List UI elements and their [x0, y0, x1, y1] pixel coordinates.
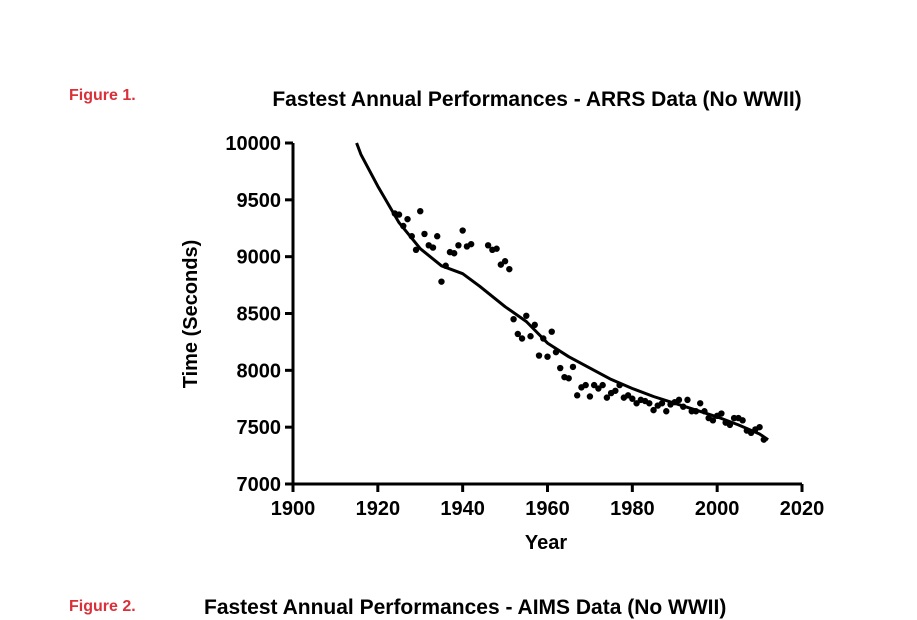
- data-point: [663, 408, 670, 415]
- data-point: [603, 394, 611, 401]
- data-point: [658, 400, 666, 407]
- data-point: [450, 250, 458, 257]
- y-tick-label: 8000: [237, 360, 282, 382]
- data-point: [756, 423, 763, 431]
- data-point: [557, 364, 564, 372]
- data-point: [467, 240, 475, 248]
- fit-curve: [355, 142, 769, 441]
- axes: 7000 7500 8000 8500 9000 9500 10000 1900 1920 194…: [225, 133, 824, 520]
- data-point: [493, 245, 500, 252]
- y-tick-label: 7000: [237, 474, 282, 496]
- data-point: [412, 246, 420, 254]
- data-point: [395, 211, 403, 218]
- x-tick-label: 1900: [271, 498, 316, 520]
- x-tick-label: 1940: [440, 498, 485, 520]
- data-point: [697, 400, 704, 407]
- data-point: [417, 208, 424, 215]
- data-point: [523, 312, 530, 319]
- data-point: [535, 352, 543, 359]
- data-point: [518, 335, 526, 342]
- data-point: [590, 381, 598, 389]
- data-point: [675, 396, 683, 404]
- y-tick-label: 9000: [237, 247, 282, 269]
- y-tick-label: 7500: [237, 417, 282, 439]
- data-point: [582, 381, 589, 389]
- data-point: [569, 363, 577, 371]
- x-tick-label: 1960: [525, 498, 570, 520]
- data-point: [709, 417, 717, 424]
- data-point: [646, 400, 653, 407]
- data-point: [595, 385, 602, 392]
- x-tick-label: 2000: [695, 498, 740, 520]
- figure-label: Figure 1.: [69, 87, 136, 104]
- data-point: [438, 278, 445, 285]
- data-point: [586, 393, 594, 400]
- y-axis-label: Time (Seconds): [180, 240, 202, 389]
- data-point: [429, 244, 437, 251]
- data-point: [484, 242, 492, 249]
- data-point: [650, 406, 657, 414]
- data-point: [434, 233, 441, 240]
- chart-title: Fastest Annual Performances - ARRS Data …: [272, 88, 801, 111]
- data-point: [404, 215, 411, 223]
- y-tick-label: 10000: [225, 133, 281, 155]
- x-axis-label: Year: [525, 532, 567, 554]
- data-point: [527, 333, 534, 340]
- data-point: [739, 417, 746, 424]
- data-point: [514, 330, 522, 338]
- y-tick-label: 9500: [237, 190, 282, 212]
- data-point: [506, 265, 513, 273]
- data-point: [544, 353, 551, 360]
- data-point: [421, 230, 428, 238]
- figure-2-label: Figure 2.: [69, 598, 136, 615]
- data-point: [573, 392, 581, 399]
- plot-area: [355, 142, 769, 443]
- data-point: [497, 261, 505, 268]
- x-tick-label: 1920: [356, 498, 401, 520]
- data-point: [599, 381, 606, 389]
- data-point: [624, 392, 632, 399]
- x-tick-label: 2020: [780, 498, 825, 520]
- data-point: [548, 328, 555, 335]
- y-tick-label: 8500: [237, 304, 282, 326]
- data-point: [612, 387, 619, 394]
- data-point: [633, 400, 640, 407]
- x-tick-label: 1980: [610, 498, 655, 520]
- data-point: [684, 396, 691, 404]
- data-point: [455, 242, 462, 249]
- data-point: [629, 395, 636, 402]
- data-point: [565, 375, 572, 382]
- data-point: [510, 315, 517, 323]
- data-point: [718, 410, 725, 417]
- data-point: [501, 258, 509, 265]
- data-point: [459, 227, 466, 234]
